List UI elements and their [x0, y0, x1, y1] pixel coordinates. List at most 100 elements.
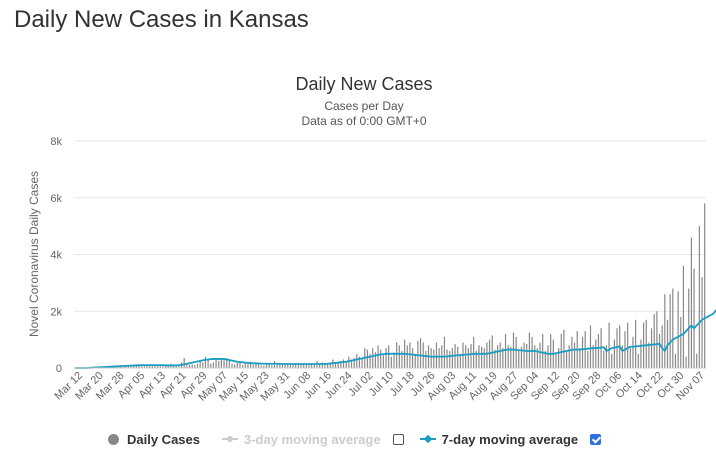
bar[interactable] [465, 345, 467, 368]
bar[interactable] [658, 333, 661, 368]
bar[interactable] [345, 362, 347, 368]
bar[interactable] [672, 288, 674, 368]
bar[interactable] [372, 348, 374, 368]
bar[interactable] [629, 348, 631, 368]
bar[interactable] [305, 364, 307, 368]
bar[interactable] [621, 345, 623, 368]
bar[interactable] [520, 346, 523, 368]
bar[interactable] [438, 348, 440, 368]
bar[interactable] [443, 336, 446, 368]
bar[interactable] [289, 364, 292, 368]
bar[interactable] [401, 350, 403, 368]
legend-item-3-day-average[interactable]: 3-day moving average [222, 432, 381, 447]
bar[interactable] [204, 356, 207, 368]
bar[interactable] [327, 363, 329, 368]
bar[interactable] [390, 356, 392, 368]
bar[interactable] [260, 365, 262, 368]
bar[interactable] [303, 363, 305, 368]
bar[interactable] [231, 363, 233, 368]
bar[interactable] [491, 335, 493, 368]
bar[interactable] [234, 364, 236, 368]
bar[interactable] [220, 359, 222, 368]
bar[interactable] [682, 265, 685, 368]
bar[interactable] [340, 360, 342, 368]
bar[interactable] [244, 362, 246, 368]
bar[interactable] [249, 361, 252, 368]
bar[interactable] [212, 362, 214, 368]
bar[interactable] [674, 353, 677, 368]
checkbox-3-day-average[interactable] [392, 433, 404, 445]
checkbox-7-day-average[interactable] [590, 433, 602, 445]
bar[interactable] [385, 348, 387, 368]
bar[interactable] [183, 358, 185, 368]
bar[interactable] [613, 339, 615, 369]
bar[interactable] [568, 345, 570, 368]
bar[interactable] [435, 342, 438, 368]
bar[interactable] [696, 353, 698, 368]
bar[interactable] [473, 336, 475, 368]
bar[interactable] [263, 365, 265, 368]
bar[interactable] [337, 361, 339, 368]
legend-item-daily-cases[interactable]: Daily Cases [108, 432, 200, 447]
bar[interactable] [563, 329, 565, 368]
bar[interactable] [353, 358, 355, 368]
bar[interactable] [425, 350, 427, 368]
bar[interactable] [542, 333, 544, 368]
bar[interactable] [565, 350, 568, 368]
bar[interactable] [348, 356, 350, 368]
bar[interactable] [534, 345, 536, 368]
bar[interactable] [518, 349, 520, 368]
bar[interactable] [130, 365, 132, 368]
bar[interactable] [167, 365, 169, 368]
bar[interactable] [369, 353, 371, 368]
bar[interactable] [143, 365, 145, 368]
bar[interactable] [268, 363, 270, 368]
bar[interactable] [226, 358, 228, 368]
bar[interactable] [162, 366, 164, 368]
bar[interactable] [446, 349, 448, 368]
bar[interactable] [165, 365, 167, 368]
bar[interactable] [510, 346, 512, 368]
bar[interactable] [342, 359, 345, 368]
bar[interactable] [175, 365, 177, 368]
bar[interactable] [547, 345, 549, 368]
bar[interactable] [573, 342, 576, 368]
bar[interactable] [611, 353, 613, 368]
bar[interactable] [704, 203, 706, 368]
bar[interactable] [223, 358, 225, 368]
bar[interactable] [637, 353, 639, 368]
bar[interactable] [334, 363, 337, 368]
bar[interactable] [135, 364, 137, 368]
bar[interactable] [154, 365, 156, 368]
bar[interactable] [608, 322, 610, 368]
bar[interactable] [358, 356, 361, 368]
seven-day-average-series[interactable] [75, 300, 716, 369]
bar[interactable] [252, 364, 254, 368]
bar[interactable] [616, 328, 618, 368]
bar[interactable] [555, 353, 557, 368]
bar[interactable] [558, 348, 560, 368]
bar[interactable] [536, 348, 538, 368]
bar[interactable] [470, 343, 472, 368]
bar[interactable] [279, 363, 281, 368]
bar[interactable] [587, 350, 589, 368]
bar[interactable] [388, 345, 390, 368]
bar[interactable] [319, 364, 321, 368]
bar[interactable] [589, 325, 592, 368]
bar[interactable] [382, 355, 384, 368]
legend-item-7-day-average[interactable]: 7-day moving average [419, 432, 578, 447]
bar[interactable] [507, 345, 509, 368]
bar[interactable] [467, 348, 469, 368]
bar[interactable] [324, 364, 326, 368]
bar[interactable] [483, 348, 485, 368]
bar[interactable] [157, 364, 159, 368]
bar[interactable] [133, 365, 135, 368]
bar[interactable] [414, 353, 416, 368]
bar[interactable] [236, 362, 238, 368]
bar[interactable] [457, 346, 459, 368]
bar[interactable] [271, 365, 273, 368]
bar[interactable] [685, 356, 687, 368]
bar[interactable] [281, 364, 284, 368]
bar[interactable] [321, 362, 323, 368]
bar[interactable] [459, 353, 461, 368]
